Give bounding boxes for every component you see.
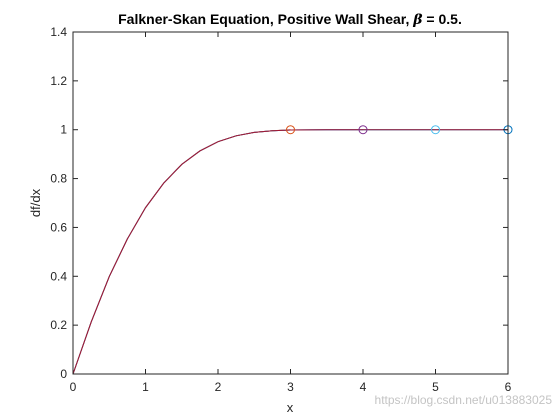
x-axis-label: x [287,400,294,415]
watermark: https://blog.csdn.net/u013883025 [375,393,553,407]
x-tick-label: 2 [215,380,222,394]
y-tick-label: 0.2 [50,318,67,332]
y-tick-label: 0 [60,367,67,381]
y-tick-label: 1 [60,123,67,137]
x-tick-label: 3 [287,380,294,394]
series-layer [72,129,508,375]
y-tick-label: 1.2 [50,74,67,88]
x-tick-label: 6 [505,380,512,394]
series-end-marker-2 [358,125,368,135]
y-axis-label: df/dx [28,188,43,217]
x-tick-label: 0 [70,380,77,394]
plot-area [73,32,508,374]
title-beta-symbol: β [412,12,423,28]
title-prefix: Falkner-Skan Equation, Positive Wall She… [118,11,413,27]
y-tick-label: 1.4 [50,25,67,39]
y-tick-label: 0.6 [50,220,67,234]
chart-title: Falkner-Skan Equation, Positive Wall She… [118,11,462,28]
x-tick-label: 1 [142,380,149,394]
x-tick-label: 5 [432,380,439,394]
x-axis-ticks: 0 1 2 3 4 5 6 [70,32,512,394]
title-suffix: = 0.5. [423,11,462,27]
y-tick-label: 0.8 [50,172,67,186]
series-line-5 [72,129,508,375]
x-tick-label: 4 [360,380,367,394]
series-end-marker-3 [286,125,295,135]
y-axis-ticks: 0 0.2 0.4 0.6 0.8 1 1.2 1.4 [50,25,508,381]
y-tick-label: 0.4 [50,269,67,283]
series-end-marker-4 [431,125,440,135]
